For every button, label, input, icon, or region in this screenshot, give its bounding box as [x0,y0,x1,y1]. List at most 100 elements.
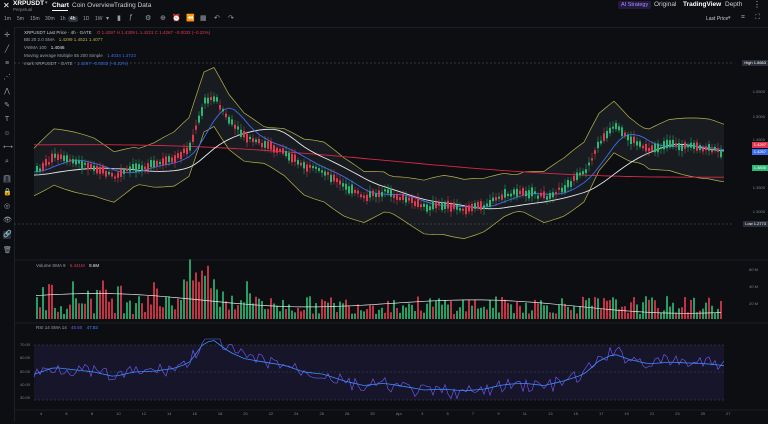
crosshair-icon[interactable]: ✛ [4,32,10,39]
hide-icon[interactable]: ◎ [3,203,11,210]
more-icon[interactable]: ⋮ [753,0,761,9]
alert-icon[interactable]: ⏰ [172,15,181,22]
volume-bar [585,300,587,319]
volume-bar [177,298,179,319]
lock-icon[interactable]: 🔒 [3,189,12,196]
fib-icon[interactable]: ⋰ [3,74,11,81]
current-price-label: 1.4297 [751,142,768,148]
volume-bar [513,313,515,319]
bb-values: 1.4299 1.4521 1.4077 [58,37,103,42]
link-icon[interactable]: 🔗 [3,231,12,239]
screenshot-icon[interactable]: ⌗ [741,14,745,21]
time-tick: 9 [497,411,500,416]
timeframe-4h[interactable]: 4h [68,16,78,22]
text-icon[interactable]: T [4,116,10,123]
candle-body [522,188,524,196]
candle-body [228,116,230,124]
undo-icon[interactable]: ↶ [214,15,220,22]
volume-bar [471,305,473,319]
depth-view-button[interactable]: Depth [725,1,743,8]
candle-body [186,147,188,155]
price-mode-select[interactable]: Last Price [706,16,729,22]
volume-bar [570,310,572,319]
layout-icon[interactable]: ▦ [200,15,207,22]
top-bar: ✕ XRPUSDT ▾ Perpetual Chart Coin Overvie… [0,0,768,12]
candle-body [552,192,554,198]
emoji-icon[interactable]: ☺ [3,130,11,137]
candle-body [678,142,680,151]
eye-icon[interactable]: 👁 [3,217,12,224]
redo-icon[interactable]: ↷ [228,15,234,22]
candle-body [423,203,425,207]
tab-coin-overview[interactable]: Coin Overview [72,2,115,9]
price-mode-chevron-icon[interactable]: ▾ [728,15,731,21]
chevron-down-icon[interactable]: ▾ [45,0,48,6]
fullscreen-icon[interactable]: ⛶ [755,14,760,21]
replay-icon[interactable]: ⏪ [186,15,195,22]
volume-bar [63,313,65,319]
volume-bar [213,279,215,319]
timeframe-dropdown-icon[interactable]: ▾ [106,16,110,22]
volume-bar [480,307,482,319]
time-tick: 17 [598,411,604,416]
candle-body [450,204,452,212]
candle-body [627,134,629,141]
candle-body [720,149,722,158]
volume-bar [489,300,491,319]
candle-body [99,166,101,174]
volume-bar [336,312,338,319]
pattern-icon[interactable]: ⋀ [4,88,10,95]
time-tick: 4 [40,411,43,416]
tab-trading-data[interactable]: Trading Data [114,2,152,9]
original-view-button[interactable]: Original [654,1,677,8]
magnet-icon[interactable]: ⋂ [3,175,11,183]
trendline-icon[interactable]: ╱ [4,46,10,53]
candle-body [480,201,482,210]
volume-bar [564,303,566,319]
timeframe-30m[interactable]: 30m [45,16,55,22]
candle-body [126,168,128,171]
brush-icon[interactable]: ✎ [4,102,10,109]
volume-sma-line [35,293,722,314]
volume-bar [453,313,455,319]
indicators-icon[interactable]: ƒ [129,14,133,21]
ai-strategy-button[interactable]: AI Strategy [618,1,652,9]
measure-icon[interactable]: ⟷ [3,144,14,151]
candle-body [474,203,476,209]
settings-icon[interactable]: ⚙ [145,15,152,22]
legend-ohlc: O 1.4297 H 1.4309 L 1.4221 C 1.4267 −0.0… [96,30,211,35]
candle-body [144,166,146,170]
tradingview-view-button[interactable]: TradingView [683,1,722,8]
candle-body [201,107,203,116]
timeframe-1d[interactable]: 1D [83,16,90,22]
candle-body [54,153,56,158]
candle-body [633,136,635,144]
volume-bar [273,303,275,319]
bollinger-lower-line [33,126,725,239]
volume-bar [138,296,140,319]
trash-icon[interactable]: 🗑 [3,247,12,254]
horizontal-lines-icon[interactable]: ≡ [4,60,10,67]
zoom-icon[interactable]: ⌕ [5,158,9,165]
candle-body [72,159,74,164]
price-chart-svg[interactable] [14,27,768,422]
timeframe-1w[interactable]: 1W [95,16,103,22]
chart-area[interactable]: XRPUSDT Last Price · 4h · GATE O 1.4297 … [14,27,768,422]
time-tick: 16 [192,411,197,416]
volume-bar [531,310,533,319]
timeframe-15m[interactable]: 15m [30,16,40,22]
close-icon[interactable]: ✕ [3,1,10,10]
symbol-title[interactable]: XRPUSDT [13,0,45,7]
timeframe-1h[interactable]: 1h [60,16,66,22]
candle-body [342,183,344,187]
timeframe-5m[interactable]: 5m [17,16,24,22]
compare-icon[interactable]: ⊕ [160,15,166,22]
volume-bar [270,298,272,319]
candle-body [498,196,500,199]
candle-body [582,171,584,175]
volume-bar [117,286,119,319]
tab-chart[interactable]: Chart [52,2,69,9]
candle-type-icon[interactable]: ▮ [117,15,121,22]
time-axis[interactable]: 4 6 8 10 12 14 16 18 20 22 24 26 28 30 Apr 3 5 7 9 11 13 15 17… [14,411,768,421]
timeframe-1m[interactable]: 1m [4,16,11,22]
